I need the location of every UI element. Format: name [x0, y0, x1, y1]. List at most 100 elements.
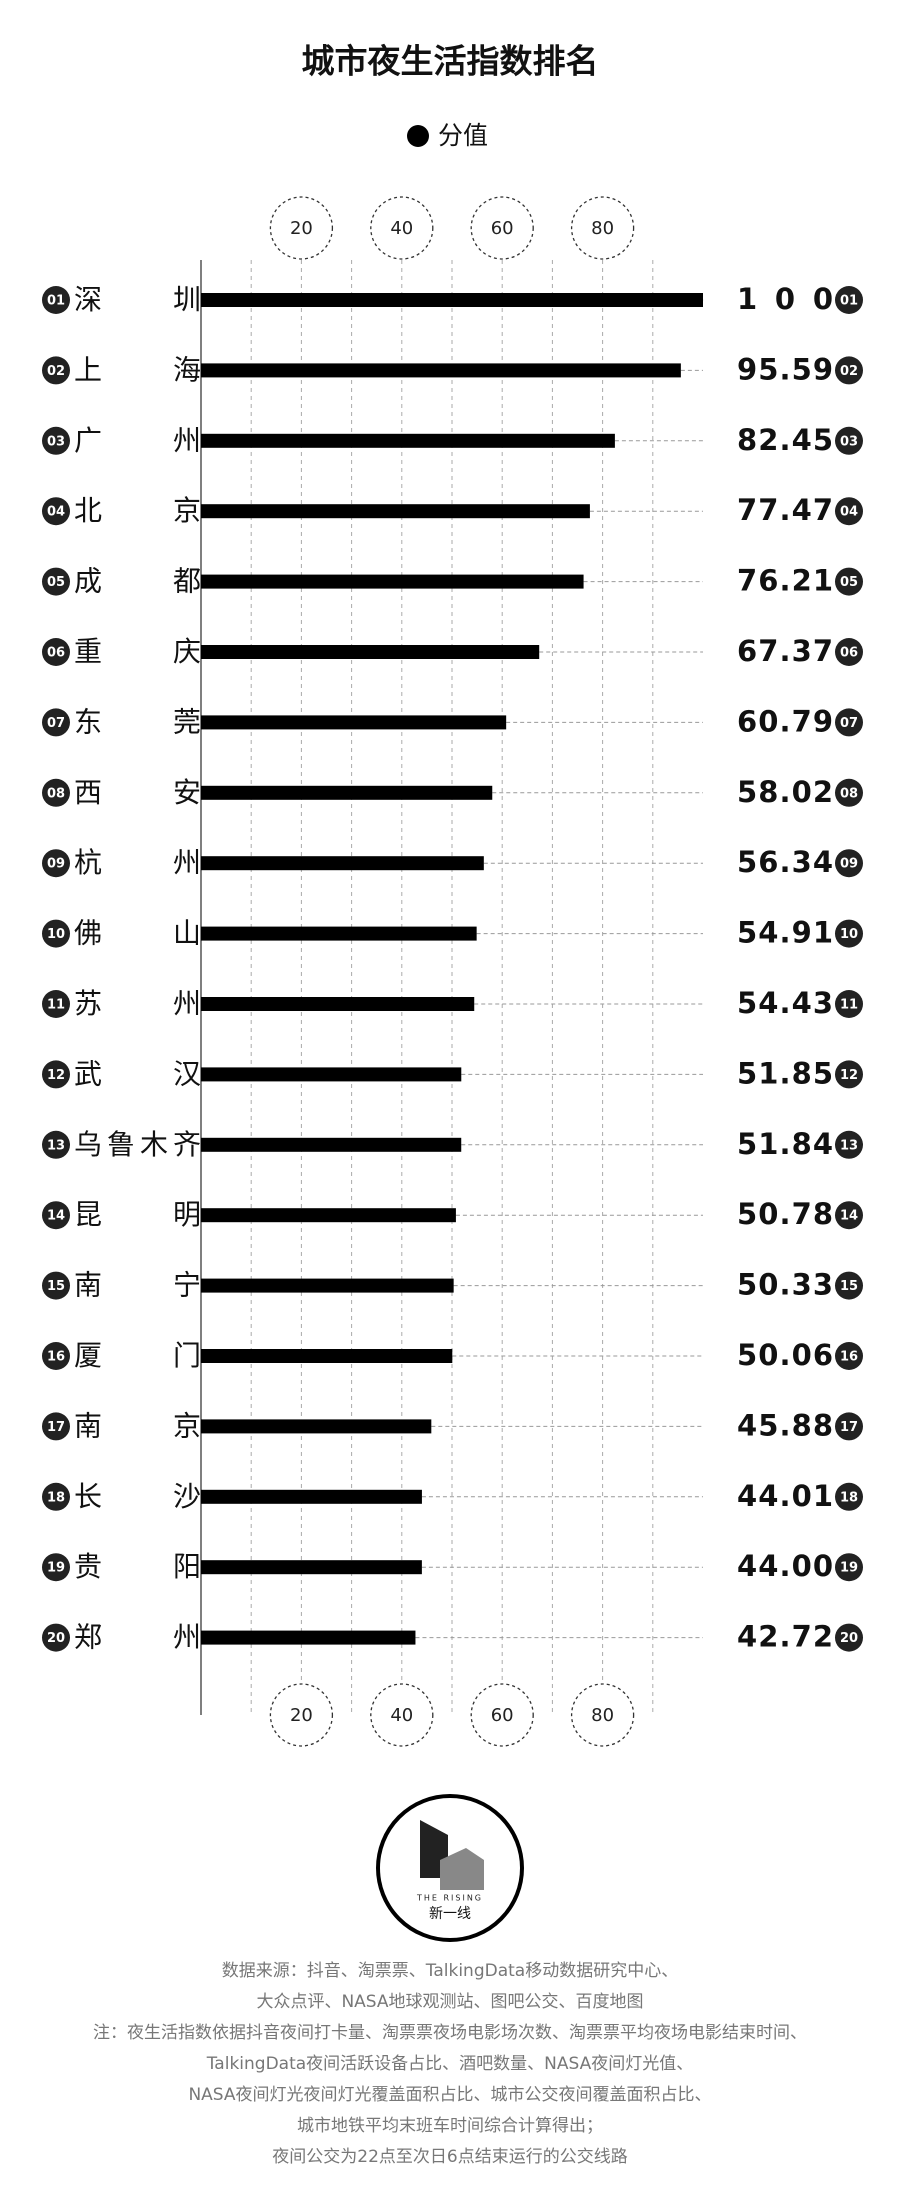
category-label: 南宁 [74, 1269, 201, 1302]
rank-label: 10 [840, 927, 858, 942]
bar [201, 1630, 416, 1645]
bar [201, 1208, 456, 1223]
rank-badge [835, 356, 863, 385]
value-label: 54.91 [737, 916, 833, 950]
value-label: 100 [737, 282, 833, 316]
chart-title: 城市夜生活指数排名 [302, 42, 599, 81]
rank-label: 07 [47, 716, 65, 731]
rank-label: 05 [840, 575, 858, 590]
rank-badge [42, 1553, 70, 1582]
rank-label: 13 [47, 1138, 65, 1153]
rank-label: 01 [840, 294, 858, 309]
rank-badge [835, 1130, 863, 1159]
value-label: 95.59 [737, 352, 833, 386]
rank-label: 04 [47, 505, 65, 520]
rank-badge [42, 1342, 70, 1370]
category-label: 苏州 [74, 987, 201, 1020]
rank-badge [42, 356, 70, 385]
rank-badge [835, 1060, 863, 1089]
category-label: 郑州 [74, 1621, 201, 1654]
rank-label: 14 [47, 1209, 65, 1224]
rank-label: 14 [840, 1209, 858, 1224]
category-label: 北京 [74, 494, 201, 527]
rank-badge [42, 1201, 70, 1230]
x-tick-label: 40 [390, 218, 413, 239]
bar [201, 1067, 462, 1082]
bar [201, 926, 477, 941]
logo: THE RISING 新一线 [376, 1794, 524, 1942]
value-label: 51.84 [737, 1127, 833, 1161]
tick-circle [370, 196, 434, 260]
tick-circle [269, 1683, 334, 1747]
tick-circle [570, 196, 635, 260]
rank-label: 03 [47, 434, 65, 449]
rank-label: 06 [47, 646, 65, 661]
bar [201, 1419, 432, 1434]
rank-badge [42, 919, 70, 948]
rank-label: 20 [47, 1631, 65, 1646]
rank-badge [835, 638, 863, 666]
category-label: 东莞 [74, 705, 201, 738]
tick-circle [269, 196, 334, 260]
rank-label: 20 [840, 1631, 858, 1646]
category-label: 贵阳 [74, 1550, 201, 1583]
rank-badge [42, 1623, 70, 1652]
rank-label: 19 [840, 1561, 858, 1576]
rank-label: 19 [47, 1561, 65, 1576]
rank-label: 12 [840, 1068, 858, 1083]
rank-badge [835, 990, 863, 1018]
rank-badge [835, 1201, 863, 1230]
footnote: 城市地铁平均末班车时间综合计算得出； [297, 2116, 603, 2136]
category-label: 广州 [74, 424, 201, 457]
bar [201, 504, 590, 519]
category-label: 深圳 [74, 283, 201, 316]
rank-label: 12 [47, 1068, 65, 1083]
x-tick-label: 60 [491, 218, 514, 239]
bar [201, 715, 507, 730]
rank-label: 09 [47, 857, 65, 872]
rank-badge [835, 426, 863, 455]
footnote: 大众点评、NASA地球观测站、图吧公交、百度地图 [256, 1992, 643, 2012]
rank-badge [42, 497, 70, 526]
rank-label: 16 [47, 1350, 65, 1365]
rank-badge [42, 567, 70, 596]
rank-badge [42, 426, 70, 455]
footnote: NASA夜间灯光夜间灯光覆盖面积占比、城市公交夜间覆盖面积占比、 [188, 2085, 711, 2105]
category-label: 厦门 [74, 1339, 201, 1372]
rank-label: 10 [47, 927, 65, 942]
bar [201, 363, 681, 378]
x-tick-label: 40 [390, 1705, 413, 1726]
bar [201, 433, 615, 448]
x-tick-label: 20 [290, 218, 313, 239]
value-label: 51.85 [737, 1056, 833, 1090]
rank-label: 15 [47, 1279, 65, 1294]
value-label: 50.78 [737, 1197, 833, 1231]
rank-label: 16 [840, 1350, 858, 1365]
logo-shape [440, 1848, 484, 1890]
rank-label: 03 [840, 434, 858, 449]
footnote: TalkingData夜间活跃设备占比、酒吧数量、NASA夜间灯光值、 [206, 2054, 694, 2074]
value-label: 50.06 [737, 1338, 833, 1372]
rank-badge [42, 1130, 70, 1159]
category-label: 西安 [74, 776, 201, 809]
value-label: 50.33 [737, 1268, 833, 1302]
legend-swatch [407, 125, 429, 147]
rank-label: 02 [840, 364, 858, 379]
tick-circle [470, 196, 534, 260]
rank-label: 04 [840, 505, 858, 520]
logo-ring [376, 1794, 524, 1942]
x-tick-label: 80 [591, 1705, 614, 1726]
bar [201, 1137, 462, 1152]
value-label: 56.34 [737, 845, 833, 879]
rank-label: 18 [47, 1490, 65, 1505]
rank-badge [835, 919, 863, 948]
bar [201, 1489, 422, 1504]
value-label: 45.88 [737, 1408, 833, 1442]
rank-label: 15 [840, 1279, 858, 1294]
value-label: 76.21 [737, 564, 833, 598]
rank-label: 08 [840, 786, 858, 801]
value-label: 67.37 [737, 634, 833, 668]
rank-label: 13 [840, 1138, 858, 1153]
category-label: 武汉 [74, 1057, 201, 1090]
